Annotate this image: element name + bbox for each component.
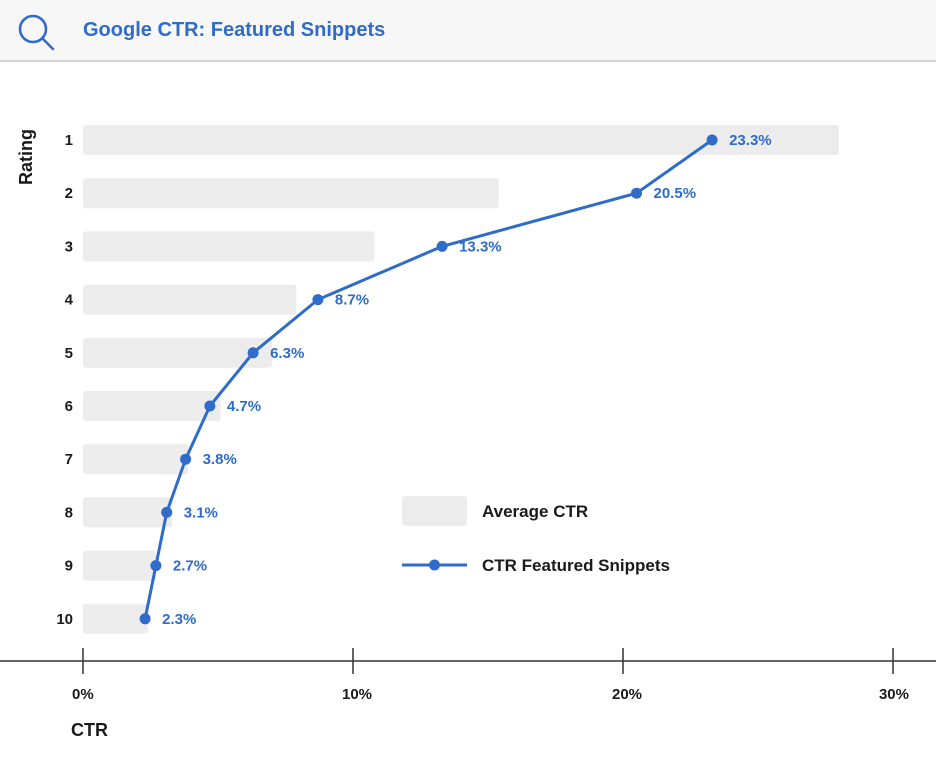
x-tick-label: 0% — [72, 686, 94, 703]
search-icon[interactable] — [15, 11, 57, 53]
rating-tick-label: 5 — [65, 345, 73, 362]
y-axis-title: Rating — [16, 129, 36, 185]
snippet-ctr-point — [180, 453, 192, 465]
x-axis-title: CTR — [71, 720, 108, 740]
avg-ctr-bar — [83, 603, 148, 634]
rating-tick-label: 8 — [65, 504, 73, 521]
snippet-ctr-point — [247, 347, 259, 359]
snippet-ctr-data-label: 2.3% — [162, 611, 196, 628]
snippet-ctr-data-label: 4.7% — [227, 398, 261, 415]
snippet-ctr-data-label: 6.3% — [270, 345, 304, 362]
avg-ctr-bar — [83, 391, 221, 421]
avg-ctr-bar — [83, 284, 297, 315]
snippet-ctr-data-label: 3.8% — [203, 451, 237, 468]
rating-tick-label: 2 — [65, 185, 73, 202]
page-title: Google CTR: Featured Snippets — [83, 19, 386, 41]
avg-ctr-bar — [83, 125, 839, 155]
avg-ctr-bar — [83, 337, 272, 368]
snippet-ctr-point — [631, 187, 642, 199]
snippet-ctr-point — [204, 400, 216, 412]
snippet-ctr-point — [436, 240, 448, 252]
avg-ctr-bar — [83, 178, 499, 209]
x-tick-label: 20% — [612, 686, 642, 703]
snippet-ctr-point — [161, 506, 173, 518]
rating-tick-label: 9 — [65, 558, 73, 575]
header-bar: Google CTR: Featured Snippets — [0, 0, 936, 62]
legend-snippet-label: CTR Featured Snippets — [482, 556, 670, 575]
legend-avg-ctr-label: Average CTR — [482, 502, 588, 521]
snippet-ctr-data-label: 20.5% — [654, 185, 697, 202]
rating-tick-label: 4 — [65, 292, 74, 309]
snippet-ctr-point — [139, 613, 151, 625]
snippet-ctr-point — [706, 134, 718, 146]
rating-tick-label: 7 — [65, 451, 73, 468]
avg-ctr-bar — [83, 444, 189, 475]
snippet-ctr-data-label: 2.7% — [173, 558, 207, 575]
snippet-ctr-point — [312, 294, 324, 306]
snippet-ctr-data-label: 3.1% — [184, 504, 218, 521]
snippet-ctr-data-label: 13.3% — [459, 238, 502, 255]
snippet-ctr-data-label: 8.7% — [335, 292, 369, 309]
avg-ctr-bar — [83, 497, 173, 528]
x-tick-label: 30% — [879, 686, 909, 703]
x-tick-label: 10% — [342, 686, 372, 703]
legend-avg-ctr-swatch — [402, 496, 467, 526]
snippet-ctr-data-label: 23.3% — [729, 132, 772, 149]
rating-tick-label: 6 — [65, 398, 73, 415]
avg-ctr-bar — [83, 231, 375, 262]
snippet-ctr-line — [143, 138, 713, 620]
avg-ctr-bar — [83, 550, 156, 581]
rating-tick-label: 10 — [56, 611, 73, 628]
legend-snippet-marker — [429, 559, 440, 571]
rating-tick-label: 1 — [65, 132, 73, 149]
snippet-ctr-point — [150, 560, 162, 572]
rating-tick-label: 3 — [65, 238, 73, 255]
